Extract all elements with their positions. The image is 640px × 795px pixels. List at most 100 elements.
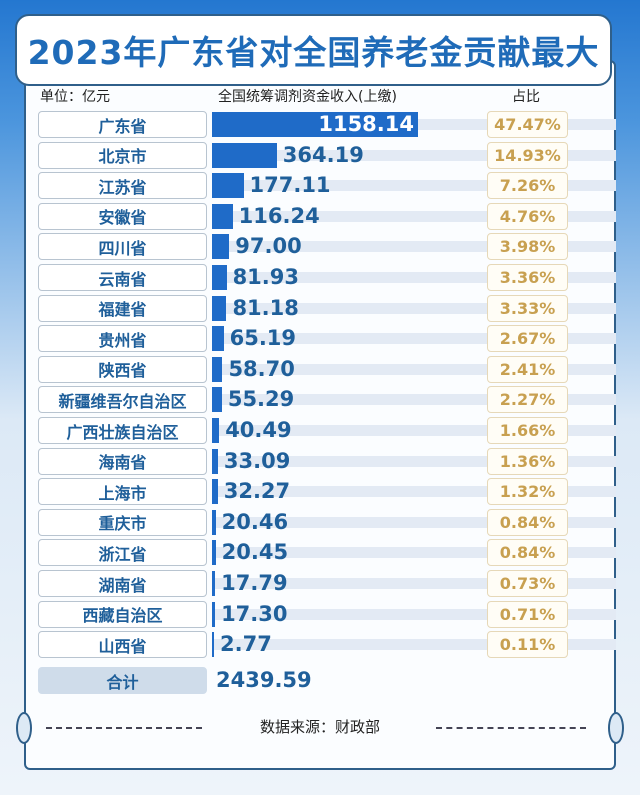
- bar-row: 四川省 97.00 3.98%: [0, 233, 640, 261]
- share-label: 14.93%: [487, 141, 568, 169]
- share-label: 0.71%: [487, 600, 568, 628]
- share-label: 3.36%: [487, 264, 568, 291]
- bar-track: [212, 302, 616, 314]
- bar-track: [212, 363, 616, 375]
- value-label: 32.27: [223, 479, 291, 504]
- bar-row: 云南省 81.93 3.36%: [0, 264, 640, 291]
- value-label: 1158.14: [318, 112, 414, 136]
- bar-row: 福建省 81.18 3.33%: [0, 294, 640, 322]
- bar-row: 山西省 2.77 0.11%: [0, 631, 640, 659]
- value-label: 177.11: [249, 173, 331, 198]
- bar: [212, 540, 216, 566]
- share-label: 0.84%: [487, 539, 568, 567]
- category-label: 陕西省: [38, 355, 207, 383]
- bar: [212, 142, 277, 168]
- category-label: 重庆市: [38, 508, 207, 536]
- value-label: 364.19: [282, 142, 364, 167]
- bar-row: 广东省 1158.14 47.47%: [0, 111, 640, 138]
- category-label: 广西壮族自治区: [38, 417, 207, 444]
- bar-track: [212, 180, 616, 192]
- bar-track: [212, 149, 616, 161]
- bar-track: [212, 333, 616, 345]
- category-label: 北京市: [38, 141, 207, 169]
- category-label: 江苏省: [38, 172, 207, 200]
- bar-track: [212, 455, 616, 467]
- bar: [212, 632, 214, 658]
- bar-row: 北京市 364.19 14.93%: [0, 141, 640, 169]
- category-label: 浙江省: [38, 539, 207, 567]
- divider-left: [46, 727, 202, 729]
- value-label: 20.46: [221, 509, 289, 534]
- value-label: 40.49: [225, 418, 292, 442]
- bar: [212, 509, 216, 535]
- bar: [212, 356, 223, 382]
- share-label: 0.84%: [487, 508, 568, 536]
- share-label: 1.32%: [487, 478, 568, 506]
- total-value: 2439.59: [216, 668, 312, 692]
- value-label: 58.70: [228, 356, 295, 381]
- bar-track: [212, 608, 616, 620]
- bar: [212, 173, 244, 199]
- bar: [212, 265, 227, 290]
- share-label: 1.66%: [487, 417, 568, 444]
- share-label: 0.73%: [487, 570, 568, 597]
- bar-row: 安徽省 116.24 4.76%: [0, 202, 640, 230]
- bar: [212, 601, 216, 627]
- category-label: 云南省: [38, 264, 207, 291]
- value-label: 81.18: [232, 295, 299, 320]
- value-label: 17.30: [221, 601, 288, 626]
- share-label: 2.27%: [487, 386, 568, 414]
- value-label: 81.93: [232, 265, 299, 289]
- bar: [212, 234, 230, 260]
- share-header: 占比: [512, 89, 540, 105]
- bar: [212, 387, 222, 413]
- value-label: 65.19: [229, 326, 297, 351]
- bar-track: [212, 639, 616, 651]
- value-label: 55.29: [227, 387, 295, 412]
- bar: [212, 203, 233, 229]
- source-note: 数据来源：财政部: [259, 718, 380, 736]
- share-label: 2.41%: [487, 355, 568, 383]
- share-label: 4.76%: [487, 202, 568, 230]
- share-label: 47.47%: [487, 111, 568, 138]
- bar-row: 湖南省 17.79 0.73%: [0, 570, 640, 597]
- value-label: 20.45: [221, 540, 289, 565]
- divider-right: [436, 727, 586, 729]
- ticket-notch-right: [608, 712, 624, 744]
- value-label: 17.79: [221, 571, 288, 595]
- bar: [212, 448, 218, 474]
- value-label: 33.09: [223, 448, 291, 473]
- bar-track: [212, 210, 616, 222]
- category-label: 山西省: [38, 631, 207, 659]
- total-row: 合计 2439.59: [0, 667, 640, 694]
- bar: [212, 112, 418, 137]
- category-label: 湖南省: [38, 570, 207, 597]
- bar: [212, 571, 216, 596]
- value-label: 116.24: [238, 203, 320, 228]
- bar-track: [212, 241, 616, 253]
- total-label: 合计: [38, 667, 207, 694]
- chart-title: 2023年广东省对全国养老金贡献最大: [15, 14, 612, 86]
- category-label: 安徽省: [38, 202, 207, 230]
- bar-row: 广西壮族自治区 40.49 1.66%: [0, 417, 640, 444]
- bar: [212, 326, 224, 352]
- share-label: 3.33%: [487, 294, 568, 322]
- ticket-notch-left: [16, 712, 32, 744]
- bar: [212, 418, 220, 443]
- bar-row: 浙江省 20.45 0.84%: [0, 539, 640, 567]
- bar-row: 江苏省 177.11 7.26%: [0, 172, 640, 200]
- bar-row: 西藏自治区 17.30 0.71%: [0, 600, 640, 628]
- bar-track: [212, 425, 616, 436]
- bar: [212, 295, 227, 321]
- share-label: 3.98%: [487, 233, 568, 261]
- share-label: 0.11%: [487, 631, 568, 659]
- bar-track: [212, 272, 616, 283]
- share-label: 7.26%: [487, 172, 568, 200]
- bar-track: [212, 394, 616, 406]
- bar-row: 上海市 32.27 1.32%: [0, 478, 640, 506]
- bar-row: 重庆市 20.46 0.84%: [0, 508, 640, 536]
- bar-row: 海南省 33.09 1.36%: [0, 447, 640, 475]
- category-label: 西藏自治区: [38, 600, 207, 628]
- category-label: 四川省: [38, 233, 207, 261]
- category-label: 贵州省: [38, 325, 207, 353]
